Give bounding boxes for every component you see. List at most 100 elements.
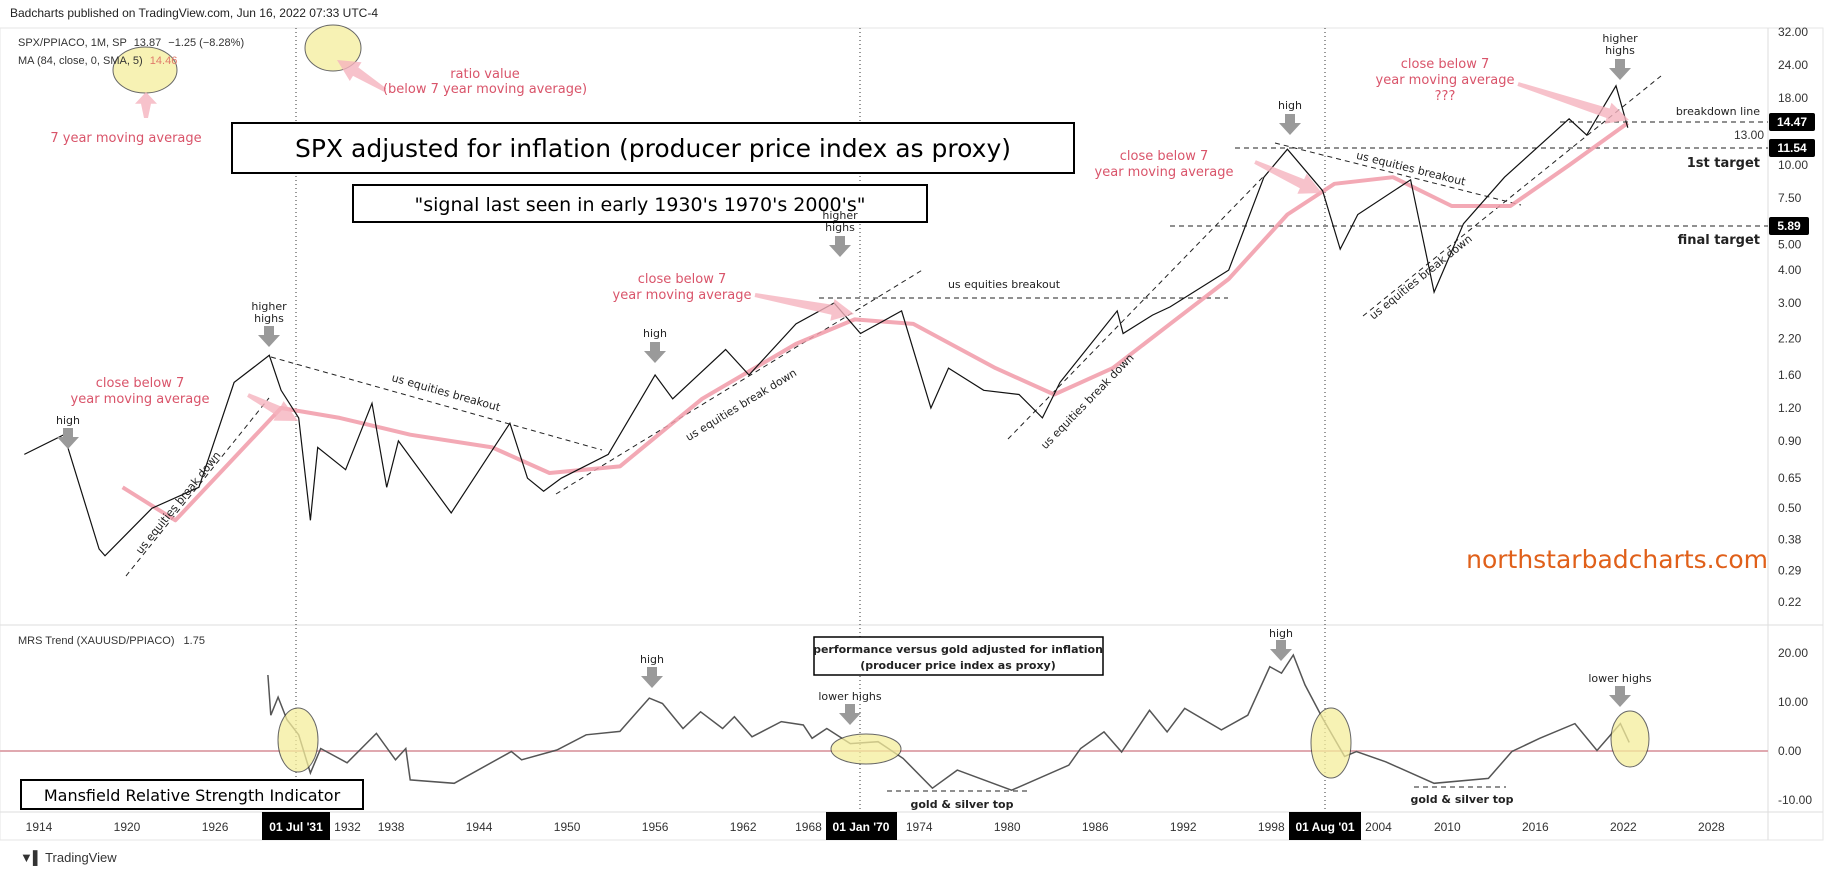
time-axis-tick: 1914: [26, 820, 53, 834]
time-axis-tick: 1920: [114, 820, 141, 834]
pink-arrow-icon: [754, 293, 854, 321]
label-higher: higher: [251, 300, 287, 313]
label-higher: higher: [1602, 32, 1638, 45]
label-breakdown-3: us equities break down: [1038, 351, 1136, 452]
label-gold-top: gold & silver top: [911, 798, 1014, 811]
watermark-url: northstarbadcharts.com: [1466, 545, 1768, 574]
perf-line-1: performance versus gold adjusted for inf…: [813, 643, 1103, 656]
label-final-target: final target: [1678, 233, 1760, 248]
time-axis-tick: 2016: [1522, 820, 1549, 834]
mrs-axis-tick: 0.00: [1778, 744, 1802, 758]
close-below-4-line3: ???: [1435, 89, 1456, 104]
arrow-down-icon: [1609, 686, 1631, 707]
highlight-ratio-value: [304, 24, 362, 72]
gray-arrows: [57, 59, 1631, 725]
time-axis-tick: 2022: [1610, 820, 1637, 834]
mrs-axis-tick: 20.00: [1778, 646, 1808, 660]
time-axis-tick: 1944: [466, 820, 493, 834]
mansfield-box: [20, 779, 364, 810]
price-axis-tick: 3.00: [1778, 296, 1802, 310]
arrow-down-icon: [1609, 59, 1631, 80]
ma-legend[interactable]: MA (84, close, 0, SMA, 5) 14.46: [18, 55, 177, 67]
label-high: high: [643, 327, 667, 340]
legend-value: 13.87: [134, 37, 162, 49]
arrow-down-icon: [829, 236, 851, 257]
time-axis-tick: 1992: [1170, 820, 1197, 834]
price-axis-tick: 24.00: [1778, 58, 1808, 72]
ma-legend-label: MA (84, close, 0, SMA, 5): [18, 55, 143, 67]
time-axis-tick: 1980: [994, 820, 1021, 834]
pink-arrows: [135, 60, 1629, 421]
time-axis-tick: 1998: [1258, 820, 1285, 834]
annotations: 7 year moving average ratio value (below…: [20, 32, 1768, 811]
close-below-2-line2: year moving average: [613, 288, 752, 303]
pink-arrow-icon: [337, 60, 387, 92]
label-high: high: [1269, 627, 1293, 640]
price-axis-tick: 0.50: [1778, 501, 1802, 515]
main-legend[interactable]: SPX/PPIACO, 1M, SP 13.87 −1.25 (−8.28%): [18, 37, 244, 49]
price-axis-tick: 0.38: [1778, 533, 1802, 547]
label-breakdown-4: us equities break down: [1367, 232, 1475, 322]
label-highs: highs: [254, 312, 284, 325]
chart-frame: [0, 27, 1824, 841]
price-tag-first-target: [1769, 139, 1815, 157]
arrow-down-icon: [839, 704, 861, 725]
time-tags: 01 Jul '31 01 Jan '70 01 Aug '01: [262, 812, 1361, 840]
label-high: high: [1278, 99, 1302, 112]
time-tag-2001-text: 01 Aug '01: [1295, 820, 1354, 834]
chart-subtitle: "signal last seen in early 1930's 1970's…: [415, 194, 866, 216]
ma-legend-value: 14.46: [150, 55, 178, 67]
price-axis-tick: 0.90: [1778, 434, 1802, 448]
tradingview-logo-icon: ▼▌: [20, 850, 43, 865]
breakout-trendline-1: [270, 356, 603, 451]
price-axis-tick: 10.00: [1778, 158, 1808, 172]
arrow-down-icon: [1270, 640, 1292, 661]
mrs-legend[interactable]: MRS Trend (XAUUSD/PPIACO) 1.75: [18, 635, 205, 647]
arrow-down-icon: [258, 326, 280, 347]
title-box: [231, 122, 1075, 174]
label-first-target: 1st target: [1687, 156, 1760, 171]
time-axis-tick: 1986: [1082, 820, 1109, 834]
pink-arrow-icon: [247, 393, 298, 421]
mrs-axis[interactable]: 20.00 10.00 0.00 -10.00: [1778, 646, 1812, 807]
highlight-circles: [112, 24, 1650, 779]
price-axis-tick: 32.00: [1778, 25, 1808, 39]
time-axis-tick: 1938: [378, 820, 405, 834]
highlight-ma-value: [112, 46, 178, 94]
label-high: high: [640, 653, 664, 666]
price-axis-tick: 7.50: [1778, 191, 1802, 205]
price-axis[interactable]: 32.00 24.00 18.00 13.00 10.00 7.50 5.00 4.00 3.0…: [1734, 25, 1808, 609]
close-below-3-line1: close below 7: [1120, 149, 1208, 164]
highlight-mrs-2022: [1610, 710, 1650, 768]
price-tag-breakdown-text: 14.47: [1777, 115, 1807, 129]
price-axis-tick: 1.60: [1778, 368, 1802, 382]
legend-symbol: SPX/PPIACO, 1M, SP: [18, 37, 127, 49]
price-tag-breakdown: [1769, 113, 1815, 131]
mrs-legend-label: MRS Trend (XAUUSD/PPIACO): [18, 635, 174, 647]
time-axis-tick: 1956: [642, 820, 669, 834]
price-axis-tick: 4.00: [1778, 263, 1802, 277]
price-axis-tick: 13.00: [1734, 128, 1764, 142]
legend-change: −1.25 (−8.28%): [168, 37, 244, 49]
ma-series-line: [121, 121, 1629, 523]
chart-title: SPX adjusted for inflation (producer pri…: [295, 134, 1011, 163]
time-axis-tick: 1926: [202, 820, 229, 834]
ratio-note-1: ratio value: [450, 67, 520, 82]
tradingview-brand[interactable]: ▼▌ TradingView: [20, 850, 117, 865]
price-series-line: [24, 84, 1629, 557]
time-tag-2001: [1289, 812, 1361, 840]
arrow-down-icon: [644, 342, 666, 363]
label-breakout-2: us equities breakout: [948, 278, 1061, 291]
mrs-axis-tick: -10.00: [1778, 793, 1812, 807]
price-axis-tick: 5.00: [1778, 238, 1802, 252]
time-tag-1970-text: 01 Jan '70: [833, 820, 890, 834]
time-axis[interactable]: 1914 1920 1926 1932 1938 1944 1950 1956 1962 1968…: [26, 820, 1725, 834]
subtitle-box: [352, 184, 928, 223]
price-tags: 14.47 11.54 5.89: [1769, 113, 1815, 235]
published-header: Badcharts published on TradingView.com, …: [10, 6, 379, 20]
price-axis-tick: 18.00: [1778, 91, 1808, 105]
close-below-1-line1: close below 7: [96, 376, 184, 391]
close-below-3-line2: year moving average: [1095, 165, 1234, 180]
pink-arrow-icon: [135, 92, 157, 118]
